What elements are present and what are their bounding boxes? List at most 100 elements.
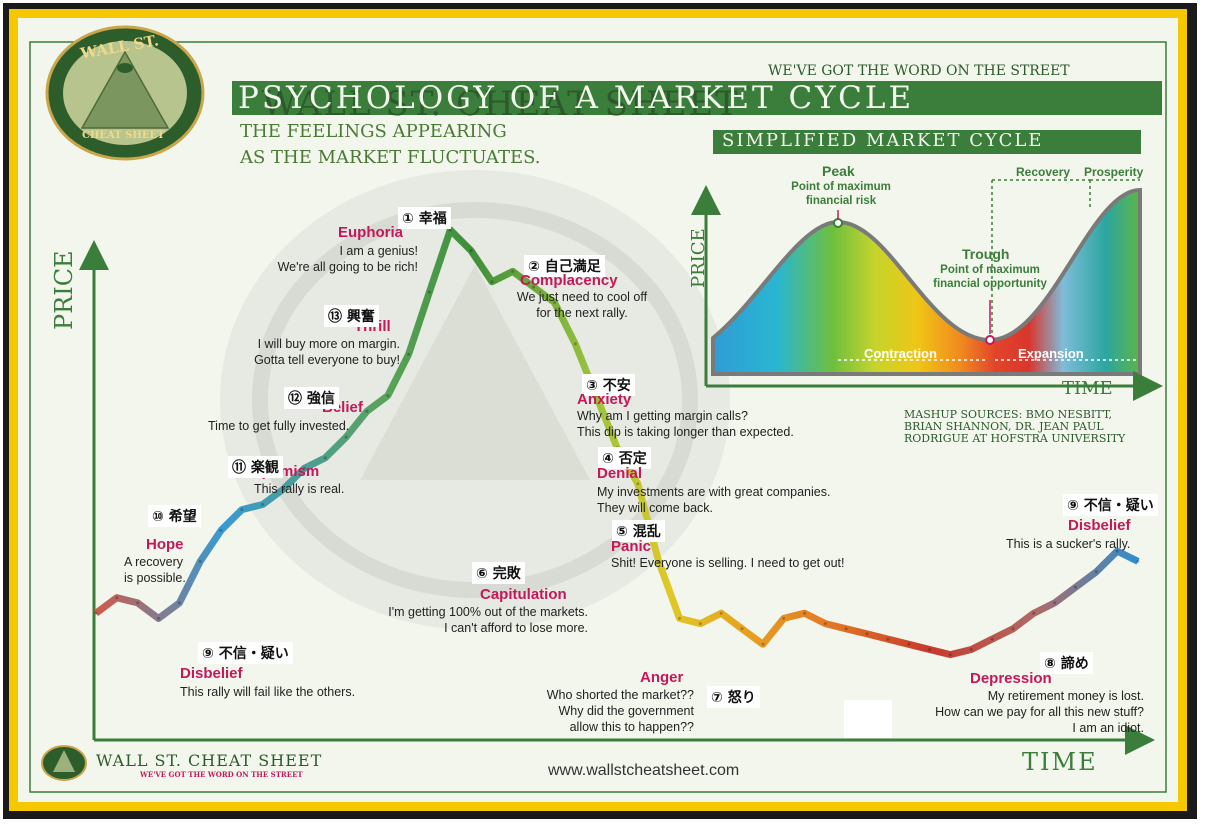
stage-number: ⑨ 不信・疑い: [198, 642, 293, 664]
stage-number: ⑦ 怒り: [707, 686, 760, 708]
stage-number: ⑤ 混乱: [612, 520, 665, 542]
price-point: [553, 301, 556, 304]
price-point: [532, 285, 536, 289]
price-point: [344, 435, 348, 439]
price-point: [282, 487, 286, 491]
trademark: ™: [739, 84, 754, 98]
price-point: [302, 466, 306, 470]
subtitle-line-1: THE FEELINGS APPEARING: [240, 121, 507, 142]
stage-title: Capitulation: [480, 586, 567, 603]
stage-title: Denial: [597, 465, 643, 482]
price-point: [1011, 627, 1015, 631]
stage-title: Disbelief: [1068, 517, 1131, 534]
price-point: [990, 637, 994, 641]
prosperity-label: Prosperity: [1084, 165, 1144, 179]
brand-name: WALL ST. CHEAT SHEET: [261, 84, 740, 124]
price-point: [698, 622, 702, 626]
sources-line-2: BRIAN SHANNON, DR. JEAN PAUL: [904, 420, 1104, 433]
stage-text: Time to get fully invested.: [208, 419, 350, 433]
price-point: [657, 559, 661, 563]
stage-title: Panic: [611, 538, 652, 555]
stage-title: Hope: [146, 536, 184, 553]
price-point: [761, 642, 765, 646]
price-point: [1074, 585, 1077, 589]
x-axis-label: TIME: [1022, 748, 1098, 776]
price-point: [1136, 559, 1140, 563]
price-point: [261, 503, 265, 506]
simplified-cycle-chart: [691, 179, 1163, 401]
price-point: [115, 596, 119, 600]
price-point: [886, 637, 890, 641]
price-point: [469, 249, 473, 253]
stage-title: Depression: [970, 670, 1052, 687]
price-point: [969, 648, 973, 651]
stage-text: We just need to cool off for the next ra…: [516, 290, 648, 320]
simplified-cycle-banner: [713, 130, 1141, 154]
price-point: [94, 611, 98, 615]
simplified-x-label: TIME: [1062, 378, 1113, 399]
page-title: PSYCHOLOGY OF A MARKET CYCLE: [238, 80, 915, 116]
stage-text: Who shorted the market?? Why did the gov…: [546, 688, 694, 734]
stage-text: This rally is real.: [254, 482, 345, 496]
stage-number: ① 幸福: [398, 207, 451, 229]
header-tagline: WE'VE GOT THE WORD ON THE STREET: [768, 63, 1070, 79]
price-point: [1094, 570, 1098, 574]
price-point: [928, 648, 932, 651]
stage-number: ⑪ 楽観: [228, 456, 283, 478]
price-point: [740, 627, 744, 631]
footer-url[interactable]: www.wallstcheatsheet.com: [548, 762, 740, 779]
stage-text: This is a sucker's rally.: [1006, 537, 1131, 551]
peak-text: Point of maximum financial risk: [791, 181, 891, 207]
price-point: [823, 622, 827, 626]
price-point: [448, 228, 452, 232]
price-point: [907, 642, 911, 646]
stage-title: Anxiety: [577, 391, 632, 408]
stage-number: ⑬ 興奮: [324, 305, 379, 327]
stage-number: ③ 不安: [582, 374, 635, 396]
sources-line-3: RODRIGUE AT HOFSTRA UNIVERSITY: [904, 432, 1126, 445]
trough-title: Trough: [962, 246, 1010, 262]
price-point: [844, 627, 848, 631]
stage-title: Disbelief: [180, 665, 243, 682]
stage-number: ⑫ 強信: [284, 387, 339, 409]
stage-text: My retirement money is lost. How can we …: [935, 689, 1144, 735]
peak-marker: [833, 218, 843, 228]
price-point: [782, 616, 786, 620]
expansion-label: Expansion: [1018, 346, 1084, 361]
stage-number: ⑨ 不信・疑い: [1063, 494, 1158, 516]
price-point: [948, 653, 952, 657]
price-point: [177, 601, 181, 605]
price-point: [678, 616, 681, 620]
footer-brand: WALL ST. CHEAT SHEET: [96, 751, 323, 770]
footer-tagline: WE'VE GOT THE WORD ON THE STREET: [140, 770, 303, 779]
stage-number: ⑥ 完敗: [472, 562, 525, 584]
price-point: [198, 559, 202, 563]
logo-badge: [45, 25, 205, 161]
trough-text: Point of maximum financial opportunity: [933, 264, 1047, 290]
price-point: [636, 482, 640, 486]
peak-title: Peak: [822, 163, 855, 179]
price-point: [365, 409, 369, 413]
price-point: [1053, 601, 1057, 605]
brand-title: WALL ST. CHEAT SHEET™: [236, 44, 754, 124]
cycle-area: [711, 187, 1142, 376]
price-point: [219, 528, 223, 532]
trough-marker: [985, 335, 995, 345]
stage-number: ⑧ 諦め: [1040, 652, 1093, 674]
price-point: [157, 616, 160, 620]
price-point: [490, 280, 494, 284]
stage-number: ④ 否定: [598, 447, 651, 469]
price-point: [136, 601, 140, 605]
stage-title: Complacency: [520, 272, 618, 289]
stage-title: Anger: [640, 669, 684, 686]
stage-text: Shit! Everyone is selling. I need to get…: [611, 556, 845, 570]
stage-title: Euphoria: [338, 224, 404, 241]
y-axis-label: PRICE: [50, 250, 78, 330]
sources-line-1: MASHUP SOURCES: BMO NESBITT,: [904, 408, 1113, 421]
stage-text: A recovery is possible.: [124, 555, 186, 585]
stage-number: ② 自己満足: [524, 255, 605, 277]
price-point: [719, 611, 723, 615]
title-banner: [232, 81, 1162, 115]
